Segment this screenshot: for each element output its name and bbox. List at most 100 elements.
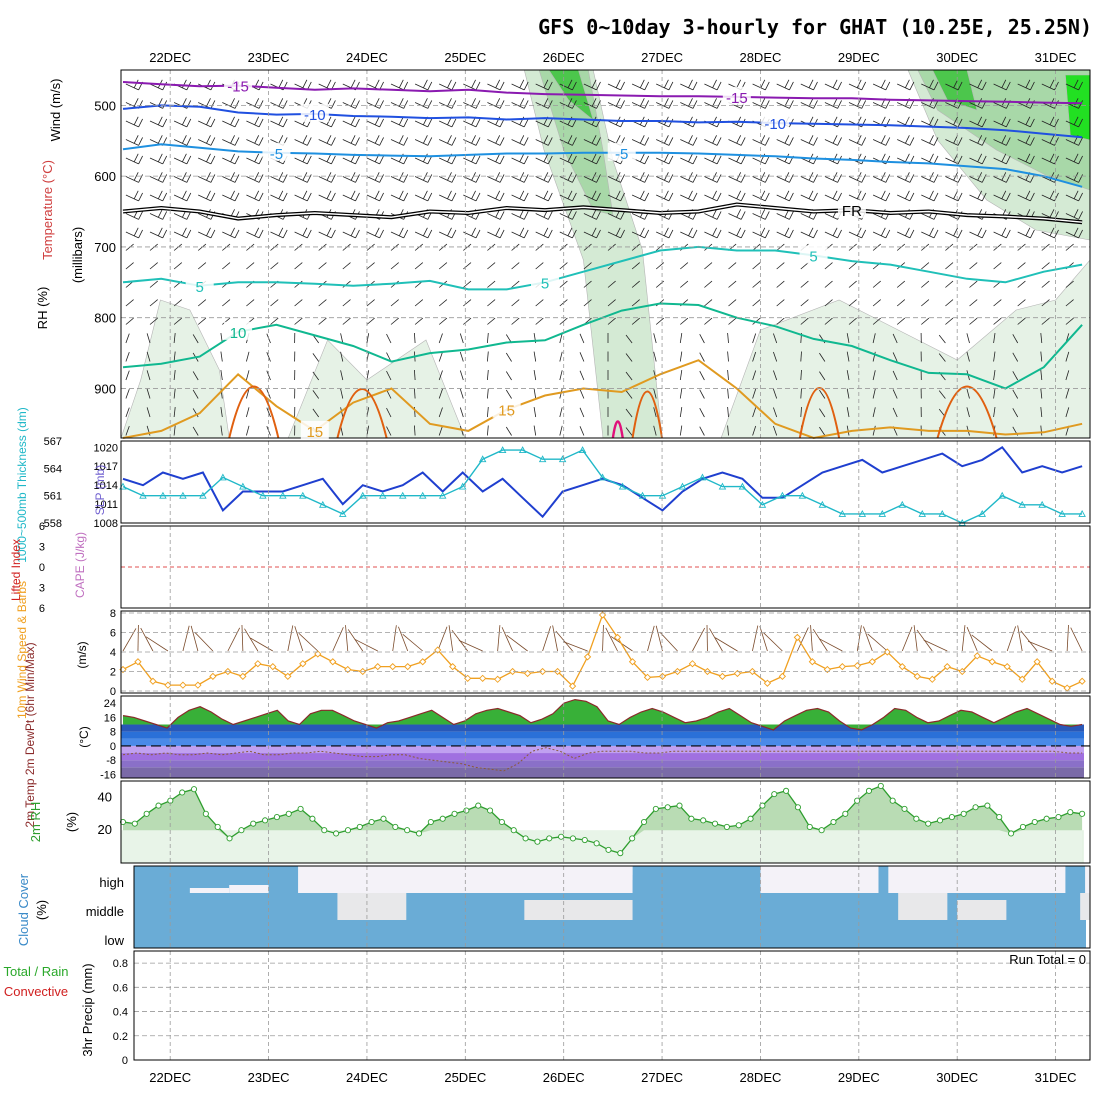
cloud-level-label: low: [104, 933, 124, 948]
isotherm-label-bg: [761, 113, 790, 132]
rh-point: [629, 835, 636, 842]
wind-barb: [149, 262, 158, 270]
wind10-point: [763, 679, 772, 687]
wind-barb: [1041, 153, 1059, 165]
wind-barb: [727, 351, 729, 362]
wind10-point: [643, 673, 652, 681]
wind-barb: [125, 317, 134, 325]
wind10-barb: [605, 627, 618, 652]
wind-barb: [728, 227, 746, 239]
wind-barb: [892, 407, 898, 418]
rh-point: [676, 802, 683, 809]
wind-barb: [752, 262, 761, 270]
wind-barb: [487, 317, 496, 325]
cloud-clear-mid-0: [337, 893, 407, 920]
panel-frame-wind: [120, 610, 1091, 694]
cloud-clear-high-9: [1085, 866, 1090, 893]
wind-barb: [607, 79, 625, 91]
wind-barb: [366, 299, 375, 307]
temp-band-4: [121, 738, 1084, 746]
wind-barb: [993, 153, 1011, 165]
ylabel-rh: RH (%): [35, 287, 50, 330]
temp-band-3: [121, 745, 1084, 754]
rh-point: [415, 830, 423, 837]
wind-barb: [824, 262, 833, 270]
wind-barb: [776, 280, 785, 288]
wind-barb: [969, 262, 978, 270]
wind-barb: [969, 280, 978, 288]
wind-barb: [872, 190, 891, 202]
wind-barb: [366, 262, 375, 270]
wind-barb: [897, 190, 915, 202]
wind-barb: [533, 388, 537, 399]
wind-barb: [872, 299, 881, 307]
wind-barb: [125, 425, 130, 436]
wind-barb: [220, 370, 223, 381]
wind-barb: [579, 407, 585, 418]
wind-barb: [414, 190, 433, 202]
wind10-speed-line: [122, 613, 1083, 689]
wind-barb: [390, 135, 409, 146]
ylabel-slp: SLP (mb): [93, 465, 107, 515]
wind-barb: [386, 407, 392, 418]
wind-barb: [535, 299, 544, 307]
wind-barb: [993, 190, 1011, 202]
wind-barb: [125, 262, 134, 270]
ylabel-temp2m-units: (°C): [77, 726, 91, 747]
wind-barb: [533, 425, 537, 436]
wind-barb: [921, 79, 939, 91]
wind-barb: [222, 153, 240, 165]
wind-barb: [222, 116, 240, 128]
wind-barb: [969, 299, 978, 307]
date-label-bottom: 30DEC: [936, 1070, 978, 1085]
wind-barb: [312, 334, 320, 344]
wind-barb: [969, 190, 987, 202]
wind-barb: [631, 262, 640, 270]
precip-tick: 0: [122, 1055, 128, 1067]
wind-barb: [318, 299, 327, 307]
wind-barb: [800, 406, 802, 418]
wind-barb: [505, 389, 512, 399]
wind-barb: [819, 408, 826, 418]
thickness-point: [239, 482, 247, 490]
wind-barb: [125, 333, 130, 344]
wind-barb: [438, 262, 448, 270]
rh-point: [818, 827, 825, 834]
thickness-point: [438, 491, 447, 499]
wind-barb: [800, 227, 818, 239]
wind-barb: [653, 351, 657, 362]
wind-barb: [487, 388, 489, 399]
wind-barb: [631, 190, 650, 202]
wind-barb: [728, 280, 737, 288]
wind-barb: [656, 190, 674, 202]
rh-point: [759, 802, 766, 809]
wind-barb: [318, 116, 336, 128]
wind-barb: [848, 172, 867, 183]
li-tick: 3: [39, 583, 45, 595]
wind-barb: [173, 333, 176, 344]
date-label-top: 27DEC: [641, 50, 683, 65]
wind10-barb: [182, 625, 190, 652]
wind10-point: [479, 674, 487, 682]
cloud-clear-mid-2: [898, 893, 948, 920]
wind10-barb: [294, 626, 304, 652]
wind-barb: [173, 172, 192, 183]
wind10-barb: [759, 626, 768, 652]
thickness-point: [658, 491, 667, 499]
rh-point: [581, 836, 588, 844]
rh-point: [1067, 809, 1074, 816]
panel-frame-rh: [120, 780, 1091, 864]
wind-barb: [776, 79, 794, 91]
thickness-point: [938, 509, 947, 517]
rh-point: [190, 786, 198, 793]
wind-barb: [776, 153, 794, 165]
wind-barb: [993, 317, 1002, 325]
rh-point: [534, 838, 541, 845]
wind-barb: [318, 227, 336, 239]
wind-barb: [246, 116, 264, 128]
wind-barb: [390, 262, 399, 270]
wind-barb: [197, 317, 207, 325]
wind-barb: [800, 172, 818, 183]
wind-barb: [579, 333, 585, 344]
rh-point: [179, 789, 186, 796]
